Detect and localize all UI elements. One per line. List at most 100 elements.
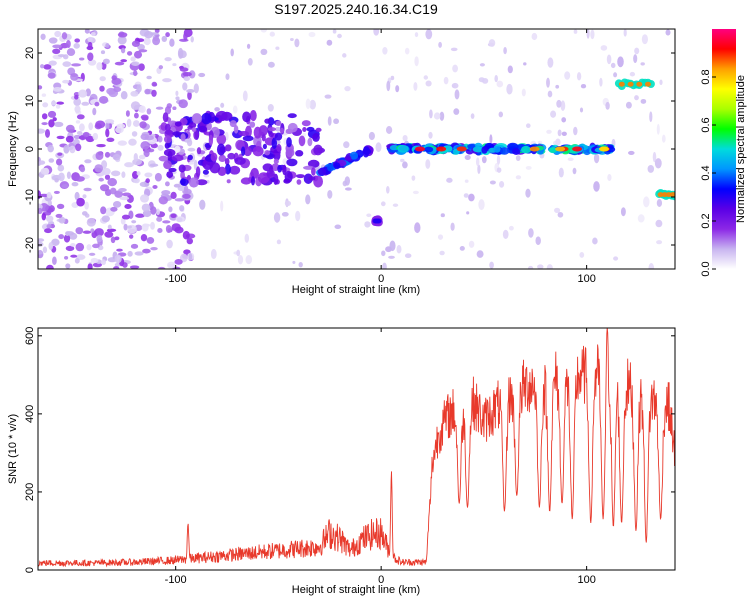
- spectrogram-blob: [155, 208, 161, 216]
- spectrogram-blob: [311, 167, 316, 176]
- spectrogram-blob: [94, 101, 100, 107]
- spectrogram-blob: [178, 164, 186, 173]
- spectrogram-blob: [131, 40, 140, 47]
- y-tick-label: 20: [24, 47, 36, 59]
- spectrogram-blob: [152, 185, 158, 189]
- spectrogram-blob: [48, 242, 54, 251]
- y-tick-label: -10: [24, 189, 36, 205]
- spectrogram-blob: [164, 142, 170, 149]
- spectrogram-blob: [66, 48, 76, 57]
- spectrogram-blob: [395, 85, 400, 93]
- spectrogram-blob: [450, 222, 455, 231]
- spectrogram-blob: [489, 134, 493, 144]
- spectrogram-blob: [54, 178, 59, 183]
- spectrogram-blob: [50, 100, 57, 106]
- spectrogram-blob: [375, 218, 382, 224]
- spectrogram-blob: [41, 122, 48, 126]
- spectrogram-blob: [453, 108, 460, 115]
- spectrogram-blob: [53, 86, 62, 92]
- spectrogram-blob: [144, 88, 151, 95]
- spectrogram-blob: [38, 128, 46, 134]
- spectrogram-blob: [163, 135, 172, 144]
- spectrogram-blob: [140, 141, 151, 150]
- spectrogram-blob: [64, 255, 69, 260]
- spectrogram-blob: [634, 95, 639, 101]
- spectrogram-blob: [654, 158, 662, 169]
- spectrogram-blob: [414, 56, 419, 67]
- spectrogram-blob: [628, 150, 635, 155]
- spectrogram-blob: [593, 153, 600, 164]
- spectrogram-blob: [326, 39, 333, 46]
- spectrogram-blob: [117, 32, 128, 38]
- spectrogram-blob: [503, 46, 507, 55]
- spectrogram-blob: [172, 131, 182, 136]
- spectrogram-blob: [284, 200, 292, 207]
- spectrogram-blob: [243, 146, 252, 157]
- spectrogram-blob: [90, 31, 96, 37]
- spectrogram-blob: [208, 134, 214, 146]
- spectrogram-blob: [349, 151, 359, 160]
- spectrogram-blob: [128, 138, 137, 146]
- spectrogram-blob: [183, 76, 190, 81]
- spectrogram-blob: [167, 261, 176, 269]
- spectrogram-blob: [464, 154, 471, 160]
- spectrogram-blob: [599, 77, 603, 87]
- spectrogram-blob: [478, 77, 485, 83]
- spectrogram-blob: [145, 178, 150, 184]
- spectrogram-blob: [53, 190, 60, 194]
- spectrogram-blob: [162, 112, 169, 123]
- spectrogram-blob: [114, 254, 122, 264]
- spectrogram-blob: [669, 192, 675, 198]
- spectrogram-blob: [382, 46, 388, 55]
- spectrogram-blob: [191, 127, 197, 133]
- spectrogram-blob: [572, 146, 583, 152]
- spectrogram-x-axis-label: Height of straight line (km): [292, 284, 420, 296]
- spectrogram-blob: [276, 144, 282, 152]
- spectrogram-blob: [282, 164, 287, 176]
- spectrogram-blob: [122, 192, 132, 197]
- spectrogram-blob: [423, 75, 429, 80]
- snr-x-axis-label: Height of straight line (km): [292, 584, 420, 596]
- spectrogram-blob: [332, 29, 337, 34]
- spectrogram-blob: [63, 144, 70, 154]
- spectrogram-blob: [526, 123, 531, 129]
- spectrogram-blob: [126, 118, 132, 128]
- spectrogram-blob: [67, 146, 74, 151]
- spectrogram-blob: [529, 146, 540, 152]
- spectrogram-blob: [158, 155, 169, 162]
- spectrogram-blob: [531, 32, 538, 41]
- spectrogram-blob: [618, 81, 625, 87]
- spectrogram-blob: [286, 137, 292, 148]
- spectrogram-blob: [82, 131, 90, 138]
- spectrogram-blob: [107, 177, 118, 187]
- spectrogram-blob: [146, 108, 152, 115]
- x-tick-label: 0: [378, 574, 384, 586]
- spectrogram-blob: [425, 159, 431, 169]
- spectrogram-blob: [42, 102, 49, 108]
- spectrogram-blob: [179, 205, 185, 212]
- spectrogram-blob: [388, 255, 395, 259]
- spectrogram-blob: [120, 217, 126, 225]
- spectrogram-blob: [479, 63, 485, 67]
- spectrogram-blob: [45, 215, 54, 223]
- spectrogram-blob: [450, 47, 458, 52]
- spectrogram-blob: [74, 105, 81, 114]
- chart-title: S197.2025.240.16.34.C19: [274, 1, 438, 17]
- spectrogram-blob: [245, 255, 253, 265]
- spectrogram-blob: [620, 207, 626, 217]
- spectrogram-blob: [233, 125, 239, 134]
- spectrogram-blob: [645, 81, 651, 87]
- spectrogram-blob: [337, 33, 342, 39]
- spectrogram-blob: [170, 191, 177, 200]
- spectrogram-blob: [433, 112, 441, 120]
- spectrogram-blob: [126, 225, 133, 229]
- spectrogram-blob: [127, 250, 133, 257]
- spectrogram-blob: [428, 131, 433, 139]
- spectrogram-blob: [114, 262, 121, 267]
- spectrogram-blob: [573, 29, 578, 34]
- spectrogram-blob: [164, 123, 171, 132]
- spectrogram-blob: [174, 198, 185, 202]
- spectrogram-blob: [218, 154, 227, 163]
- spectrogram-blob: [175, 96, 180, 101]
